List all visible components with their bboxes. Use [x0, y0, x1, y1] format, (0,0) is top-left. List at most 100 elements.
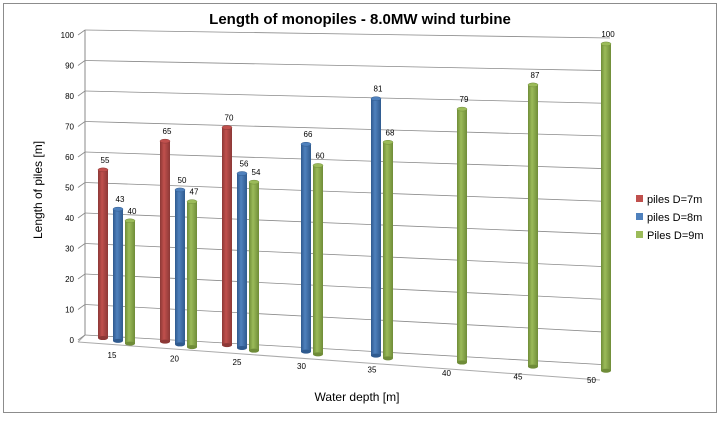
- bar: [370, 96, 382, 358]
- data-label: 81: [374, 85, 383, 94]
- gridline-side: [77, 304, 86, 310]
- y-tick-label: 60: [65, 153, 74, 162]
- bar-base: [383, 356, 393, 361]
- gridline-side: [77, 273, 86, 280]
- data-label: 56: [240, 159, 249, 168]
- bar: [97, 167, 109, 341]
- bar-cap: [370, 96, 382, 101]
- bar-base: [222, 343, 232, 348]
- bar-cap: [236, 171, 248, 176]
- gridline: [84, 243, 611, 268]
- bar-body: [125, 220, 135, 344]
- data-label: 66: [304, 130, 313, 139]
- bar-base: [301, 349, 311, 354]
- bar: [186, 199, 198, 350]
- data-label: 65: [163, 127, 172, 136]
- bar-base: [187, 345, 197, 350]
- legend-label: piles D=8m: [647, 212, 702, 224]
- bar-body: [457, 109, 467, 363]
- bar-body: [98, 169, 108, 339]
- data-label: 79: [460, 95, 469, 104]
- legend-label: piles D=7m: [647, 194, 702, 206]
- data-label: 70: [225, 113, 234, 122]
- x-tick-label: 35: [368, 365, 377, 374]
- x-tick-label: 15: [108, 351, 117, 360]
- bar: [221, 125, 233, 348]
- bar-body: [601, 43, 611, 371]
- bar: [600, 41, 612, 373]
- y-tick-label: 40: [65, 214, 74, 223]
- gridline-side: [77, 334, 86, 341]
- bar-body: [249, 182, 259, 351]
- legend-swatch: [636, 213, 643, 220]
- x-tick-label: 50: [587, 376, 596, 385]
- bar: [300, 141, 312, 354]
- bar-cap: [159, 138, 171, 144]
- bar-cap: [312, 163, 324, 168]
- gridline-side: [77, 121, 86, 127]
- x-tick-label: 40: [442, 369, 451, 378]
- gridline: [84, 121, 611, 137]
- gridline-side: [77, 29, 86, 36]
- bar-base: [125, 341, 135, 346]
- bar-body: [160, 141, 170, 342]
- bar-body: [313, 165, 323, 355]
- bar-cap: [112, 206, 124, 212]
- data-label: 60: [316, 151, 325, 160]
- gridline-side: [77, 60, 86, 66]
- bar-base: [457, 360, 467, 365]
- gridline: [84, 334, 611, 366]
- data-label: 68: [386, 128, 395, 137]
- bar-base: [98, 336, 108, 341]
- data-label: 100: [601, 30, 615, 39]
- bar: [312, 163, 324, 357]
- legend-swatch: [636, 195, 643, 202]
- bar-cap: [300, 141, 312, 147]
- bar-base: [313, 352, 323, 357]
- x-tick-label: 20: [170, 355, 179, 364]
- floor-front-edge: [77, 341, 601, 381]
- data-label: 50: [178, 176, 187, 185]
- bar: [174, 187, 186, 347]
- bar-body: [371, 98, 381, 356]
- gridline: [84, 273, 611, 300]
- bar-cap: [97, 167, 109, 173]
- y-tick-label: 70: [65, 123, 74, 132]
- bar: [236, 171, 248, 350]
- x-tick-label: 45: [514, 373, 523, 382]
- gridline-side: [77, 212, 86, 219]
- y-tick-label: 0: [70, 336, 75, 345]
- gridline: [84, 182, 611, 202]
- bar-base: [113, 338, 123, 343]
- bar-base: [249, 348, 259, 353]
- gridline: [84, 304, 611, 333]
- x-tick-label: 25: [233, 358, 242, 367]
- data-label: 40: [128, 207, 137, 216]
- bar-body: [301, 144, 311, 352]
- x-axis-label: Water depth [m]: [315, 390, 400, 404]
- data-label: 47: [190, 188, 199, 197]
- bar-body: [237, 173, 247, 348]
- y-tick-label: 80: [65, 92, 74, 101]
- bar-body: [175, 189, 185, 345]
- y-axis-label: Length of piles [m]: [31, 141, 45, 239]
- data-label: 55: [101, 156, 110, 165]
- gridline: [84, 212, 611, 235]
- bar-body: [222, 127, 232, 346]
- bar-cap: [186, 199, 198, 204]
- y-tick-label: 50: [65, 184, 74, 193]
- x-tick-label: 30: [297, 362, 306, 371]
- bar-body: [383, 142, 393, 359]
- bar-base: [528, 364, 538, 369]
- chart-title: Length of monopiles - 8.0MW wind turbine: [209, 11, 511, 28]
- bar: [248, 179, 260, 353]
- y-tick-label: 100: [61, 31, 75, 40]
- bar: [124, 218, 136, 346]
- bar-body: [187, 201, 197, 348]
- gridline-side: [77, 182, 86, 188]
- bar-cap: [456, 106, 468, 112]
- gridline: [84, 60, 611, 72]
- bar-cap: [124, 218, 136, 224]
- bar-base: [237, 345, 247, 350]
